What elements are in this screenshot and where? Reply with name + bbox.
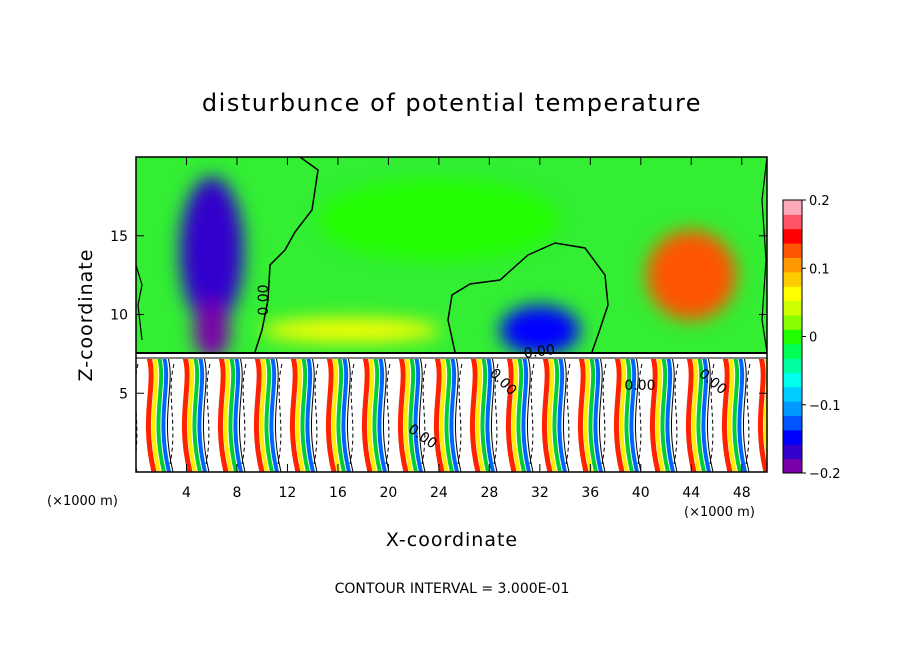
plot-area [136, 157, 767, 472]
colorbar-swatch [783, 458, 802, 474]
colorbar-swatch [783, 271, 802, 287]
x-tick-label: 48 [733, 485, 751, 501]
colorbar-tick-label: −0.2 [809, 467, 841, 482]
anomaly-blobs [179, 176, 737, 361]
colorbar [782, 199, 803, 474]
colorbar-swatch [783, 429, 802, 445]
colorbar-swatch [783, 343, 802, 359]
zero-contour-edge [136, 264, 143, 341]
anomaly-blob [260, 318, 441, 343]
colorbar-swatch [783, 243, 802, 258]
x-tick-label: 28 [480, 485, 498, 501]
anomaly-blob [193, 300, 230, 361]
contour-label: 0.00 [523, 342, 556, 362]
x-tick-label: 4 [182, 485, 191, 501]
x-axis-ticks: 4 8 12 16 20 24 28 32 36 40 44 48 [182, 157, 751, 501]
x-tick-label: 44 [682, 485, 700, 501]
x-tick-label: 24 [430, 485, 448, 501]
colorbar-swatch [783, 372, 802, 388]
colorbar-swatch [783, 300, 802, 316]
colorbar-swatch [783, 415, 802, 431]
y-tick-label: 10 [110, 308, 128, 324]
y-tick-label: 5 [119, 386, 128, 402]
colorbar-swatch [783, 401, 802, 417]
colorbar-swatch [783, 257, 802, 273]
zero-contour-left [254, 157, 319, 353]
x-tick-label: 40 [632, 485, 650, 501]
x-tick-label: 36 [581, 485, 599, 501]
colorbar-swatch [783, 214, 802, 230]
colorbar-swatch [783, 329, 802, 345]
x-unit-left: (×1000 m) [47, 494, 118, 509]
anomaly-blob [179, 176, 244, 327]
chart-title: disturbunce of potential temperature [202, 89, 702, 117]
contour-interval-note: CONTOUR INTERVAL = 3.000E-01 [335, 581, 570, 597]
x-tick-label: 8 [232, 485, 241, 501]
colorbar-ticks: 0.2 0.1 0 −0.1 −0.2 [802, 194, 841, 482]
x-unit-right: (×1000 m) [684, 505, 755, 520]
y-axis-label: Z-coordinate [75, 249, 97, 382]
contour-label: 0.00 [624, 378, 655, 394]
y-tick-label: 15 [110, 229, 128, 245]
colorbar-swatch [783, 358, 802, 373]
x-axis-label: X-coordinate [386, 529, 518, 551]
colorbar-tick-label: 0 [809, 331, 817, 346]
colorbar-swatch [783, 200, 802, 215]
y-axis-ticks: 5 10 15 [110, 229, 767, 402]
colorbar-tick-label: 0.1 [809, 262, 830, 277]
colorbar-swatch [783, 286, 802, 302]
turbulent-layer [136, 352, 767, 472]
colorbar-swatch [783, 228, 802, 244]
x-tick-label: 12 [279, 485, 297, 501]
anomaly-blob [646, 230, 737, 321]
anomaly-blob [499, 305, 580, 356]
anomaly-blob [318, 180, 559, 260]
colorbar-swatch [783, 444, 802, 460]
colorbar-swatch [783, 314, 802, 330]
contour-label: 0.00 [256, 284, 272, 315]
x-tick-label: 20 [379, 485, 397, 501]
colorbar-swatch [783, 386, 802, 402]
x-tick-label: 16 [329, 485, 347, 501]
colorbar-tick-label: 0.2 [809, 194, 830, 209]
zero-contour-right [761, 157, 767, 353]
colorbar-tick-label: −0.1 [809, 399, 841, 414]
x-tick-label: 32 [531, 485, 549, 501]
zero-contour-dome [447, 242, 609, 353]
